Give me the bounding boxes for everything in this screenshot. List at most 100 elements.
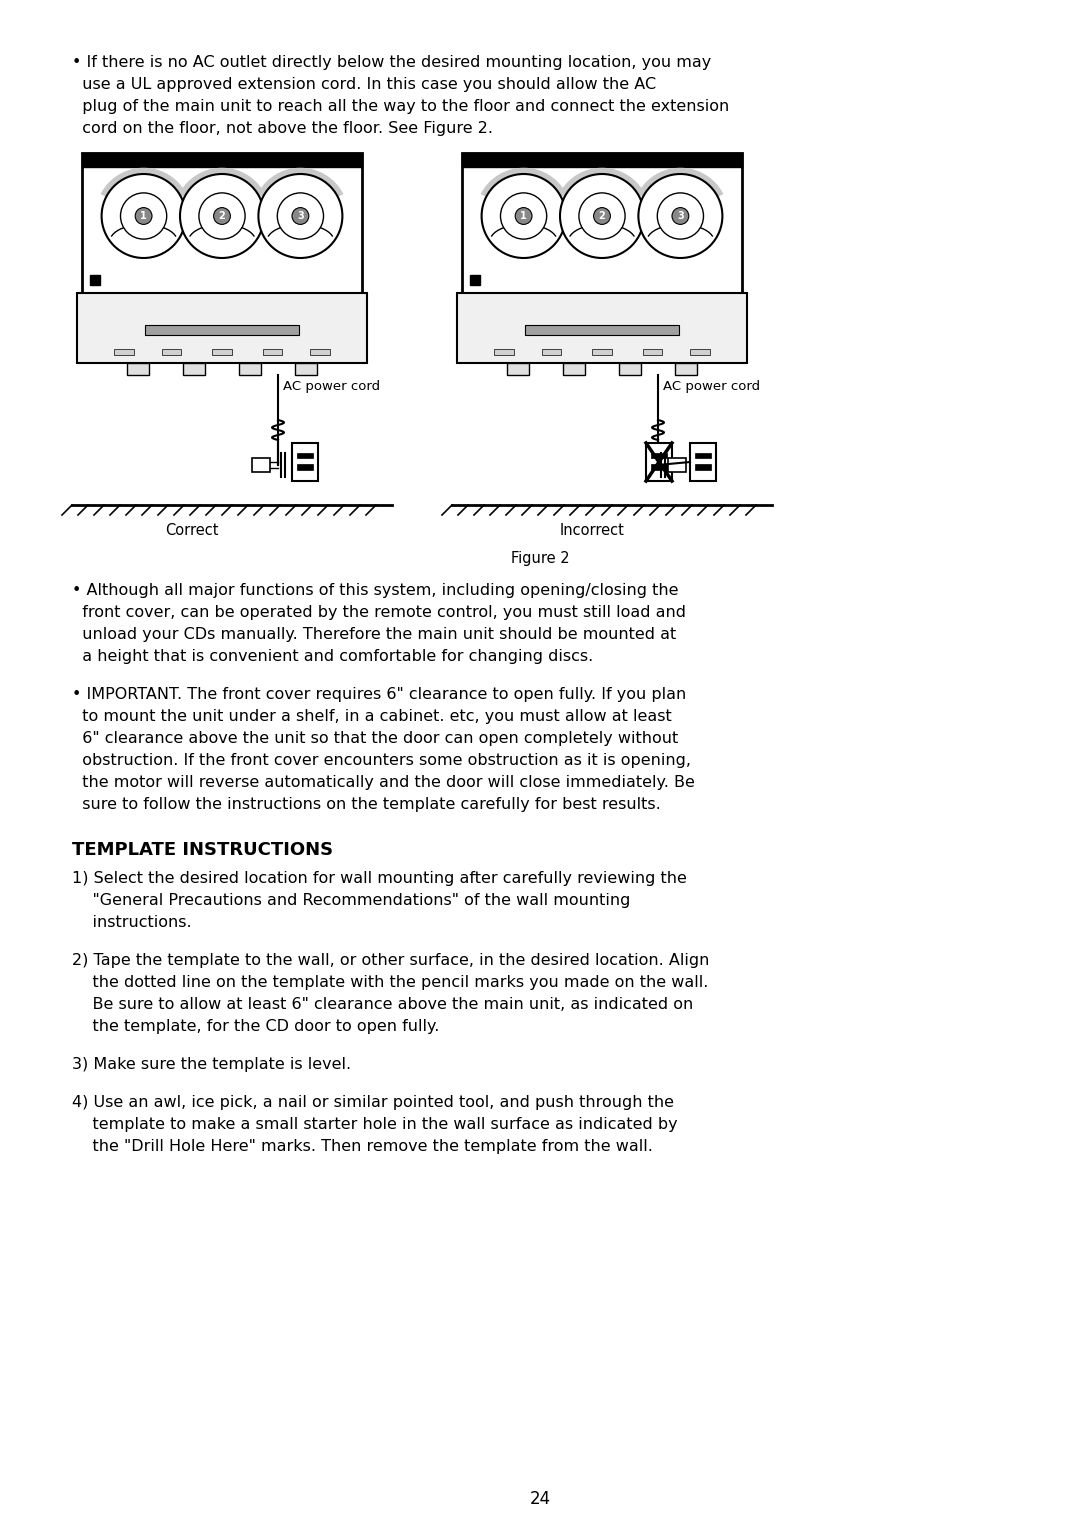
Bar [646, 443, 672, 481]
Text: "General Precautions and Recommendations" of the wall mounting: "General Precautions and Recommendations… [72, 894, 631, 908]
Bar [651, 464, 666, 469]
Bar [212, 350, 232, 356]
Text: the template, for the CD door to open fully.: the template, for the CD door to open fu… [72, 1019, 440, 1033]
Text: 2: 2 [218, 212, 226, 221]
Bar [292, 443, 318, 481]
Polygon shape [257, 167, 343, 216]
Text: • IMPORTANT. The front cover requires 6" clearance to open fully. If you plan: • IMPORTANT. The front cover requires 6"… [72, 687, 686, 702]
Text: Be sure to allow at least 6" clearance above the main unit, as indicated on: Be sure to allow at least 6" clearance a… [72, 996, 693, 1012]
Bar [525, 325, 679, 334]
Text: a height that is convenient and comfortable for changing discs.: a height that is convenient and comforta… [72, 648, 593, 664]
Circle shape [292, 207, 309, 224]
Circle shape [638, 175, 723, 258]
Bar [462, 153, 742, 293]
Bar [126, 363, 149, 376]
Bar [82, 153, 362, 293]
Bar [162, 350, 181, 356]
Bar [696, 452, 711, 458]
Text: 3: 3 [677, 212, 684, 221]
Bar [262, 350, 282, 356]
Bar [145, 325, 299, 334]
Text: Correct: Correct [165, 523, 219, 538]
Text: the "Drill Hole Here" marks. Then remove the template from the wall.: the "Drill Hole Here" marks. Then remove… [72, 1139, 653, 1154]
Text: 1: 1 [140, 212, 147, 221]
Bar [239, 363, 261, 376]
Bar [690, 350, 710, 356]
Circle shape [561, 175, 644, 258]
Circle shape [180, 175, 264, 258]
Text: TEMPLATE INSTRUCTIONS: TEMPLATE INSTRUCTIONS [72, 842, 333, 858]
Polygon shape [637, 167, 724, 216]
Text: use a UL approved extension cord. In this case you should allow the AC: use a UL approved extension cord. In thi… [72, 77, 657, 92]
Text: template to make a small starter hole in the wall surface as indicated by: template to make a small starter hole in… [72, 1118, 677, 1131]
Bar [462, 153, 742, 167]
Circle shape [135, 207, 152, 224]
Circle shape [102, 175, 186, 258]
Text: 24: 24 [529, 1490, 551, 1508]
Bar [82, 153, 362, 167]
Text: AC power cord: AC power cord [283, 380, 380, 392]
Bar [507, 363, 529, 376]
Text: 2) Tape the template to the wall, or other surface, in the desired location. Ali: 2) Tape the template to the wall, or oth… [72, 954, 710, 967]
Bar [675, 363, 698, 376]
Bar [669, 458, 686, 472]
Bar [252, 458, 270, 472]
Circle shape [278, 193, 324, 239]
Text: 3: 3 [297, 212, 303, 221]
Polygon shape [179, 167, 265, 216]
Circle shape [214, 207, 230, 224]
Text: Figure 2: Figure 2 [511, 550, 569, 566]
Text: 3) Make sure the template is level.: 3) Make sure the template is level. [72, 1056, 351, 1072]
Bar [495, 350, 514, 356]
Text: the motor will reverse automatically and the door will close immediately. Be: the motor will reverse automatically and… [72, 776, 694, 789]
Bar [542, 350, 562, 356]
Bar [77, 293, 367, 363]
Circle shape [594, 207, 610, 224]
Bar [457, 293, 747, 363]
Polygon shape [100, 167, 187, 216]
Polygon shape [559, 167, 645, 216]
Bar [643, 350, 662, 356]
Circle shape [500, 193, 546, 239]
Circle shape [579, 193, 625, 239]
Bar [651, 452, 666, 458]
Bar [690, 443, 716, 481]
Bar [470, 274, 480, 285]
Bar [619, 363, 642, 376]
Circle shape [258, 175, 342, 258]
Text: plug of the main unit to reach all the way to the floor and connect the extensio: plug of the main unit to reach all the w… [72, 100, 729, 113]
Text: AC power cord: AC power cord [663, 380, 760, 392]
Bar [310, 350, 329, 356]
Text: obstruction. If the front cover encounters some obstruction as it is opening,: obstruction. If the front cover encounte… [72, 753, 691, 768]
Bar [295, 363, 318, 376]
Text: Incorrect: Incorrect [559, 523, 624, 538]
Bar [297, 464, 313, 469]
Text: unload your CDs manually. Therefore the main unit should be mounted at: unload your CDs manually. Therefore the … [72, 627, 676, 642]
Polygon shape [481, 167, 567, 216]
Circle shape [121, 193, 166, 239]
Circle shape [515, 207, 532, 224]
Text: cord on the floor, not above the floor. See Figure 2.: cord on the floor, not above the floor. … [72, 121, 492, 136]
Bar [592, 350, 611, 356]
Circle shape [482, 175, 566, 258]
Bar [563, 363, 585, 376]
Bar [297, 452, 313, 458]
Text: to mount the unit under a shelf, in a cabinet. etc, you must allow at least: to mount the unit under a shelf, in a ca… [72, 708, 672, 724]
Circle shape [672, 207, 689, 224]
Text: front cover, can be operated by the remote control, you must still load and: front cover, can be operated by the remo… [72, 606, 686, 619]
Text: 2: 2 [598, 212, 606, 221]
Circle shape [658, 193, 703, 239]
Bar [90, 274, 100, 285]
Text: sure to follow the instructions on the template carefully for best results.: sure to follow the instructions on the t… [72, 797, 661, 812]
Text: 4) Use an awl, ice pick, a nail or similar pointed tool, and push through the: 4) Use an awl, ice pick, a nail or simil… [72, 1095, 674, 1110]
Text: 1: 1 [521, 212, 527, 221]
Text: the dotted line on the template with the pencil marks you made on the wall.: the dotted line on the template with the… [72, 975, 708, 990]
Text: instructions.: instructions. [72, 915, 191, 931]
Text: • If there is no AC outlet directly below the desired mounting location, you may: • If there is no AC outlet directly belo… [72, 55, 712, 71]
Text: 1) Select the desired location for wall mounting after carefully reviewing the: 1) Select the desired location for wall … [72, 871, 687, 886]
Bar [114, 350, 134, 356]
Text: • Although all major functions of this system, including opening/closing the: • Although all major functions of this s… [72, 583, 678, 598]
Bar [183, 363, 205, 376]
Text: 6" clearance above the unit so that the door can open completely without: 6" clearance above the unit so that the … [72, 731, 678, 747]
Bar [696, 464, 711, 469]
